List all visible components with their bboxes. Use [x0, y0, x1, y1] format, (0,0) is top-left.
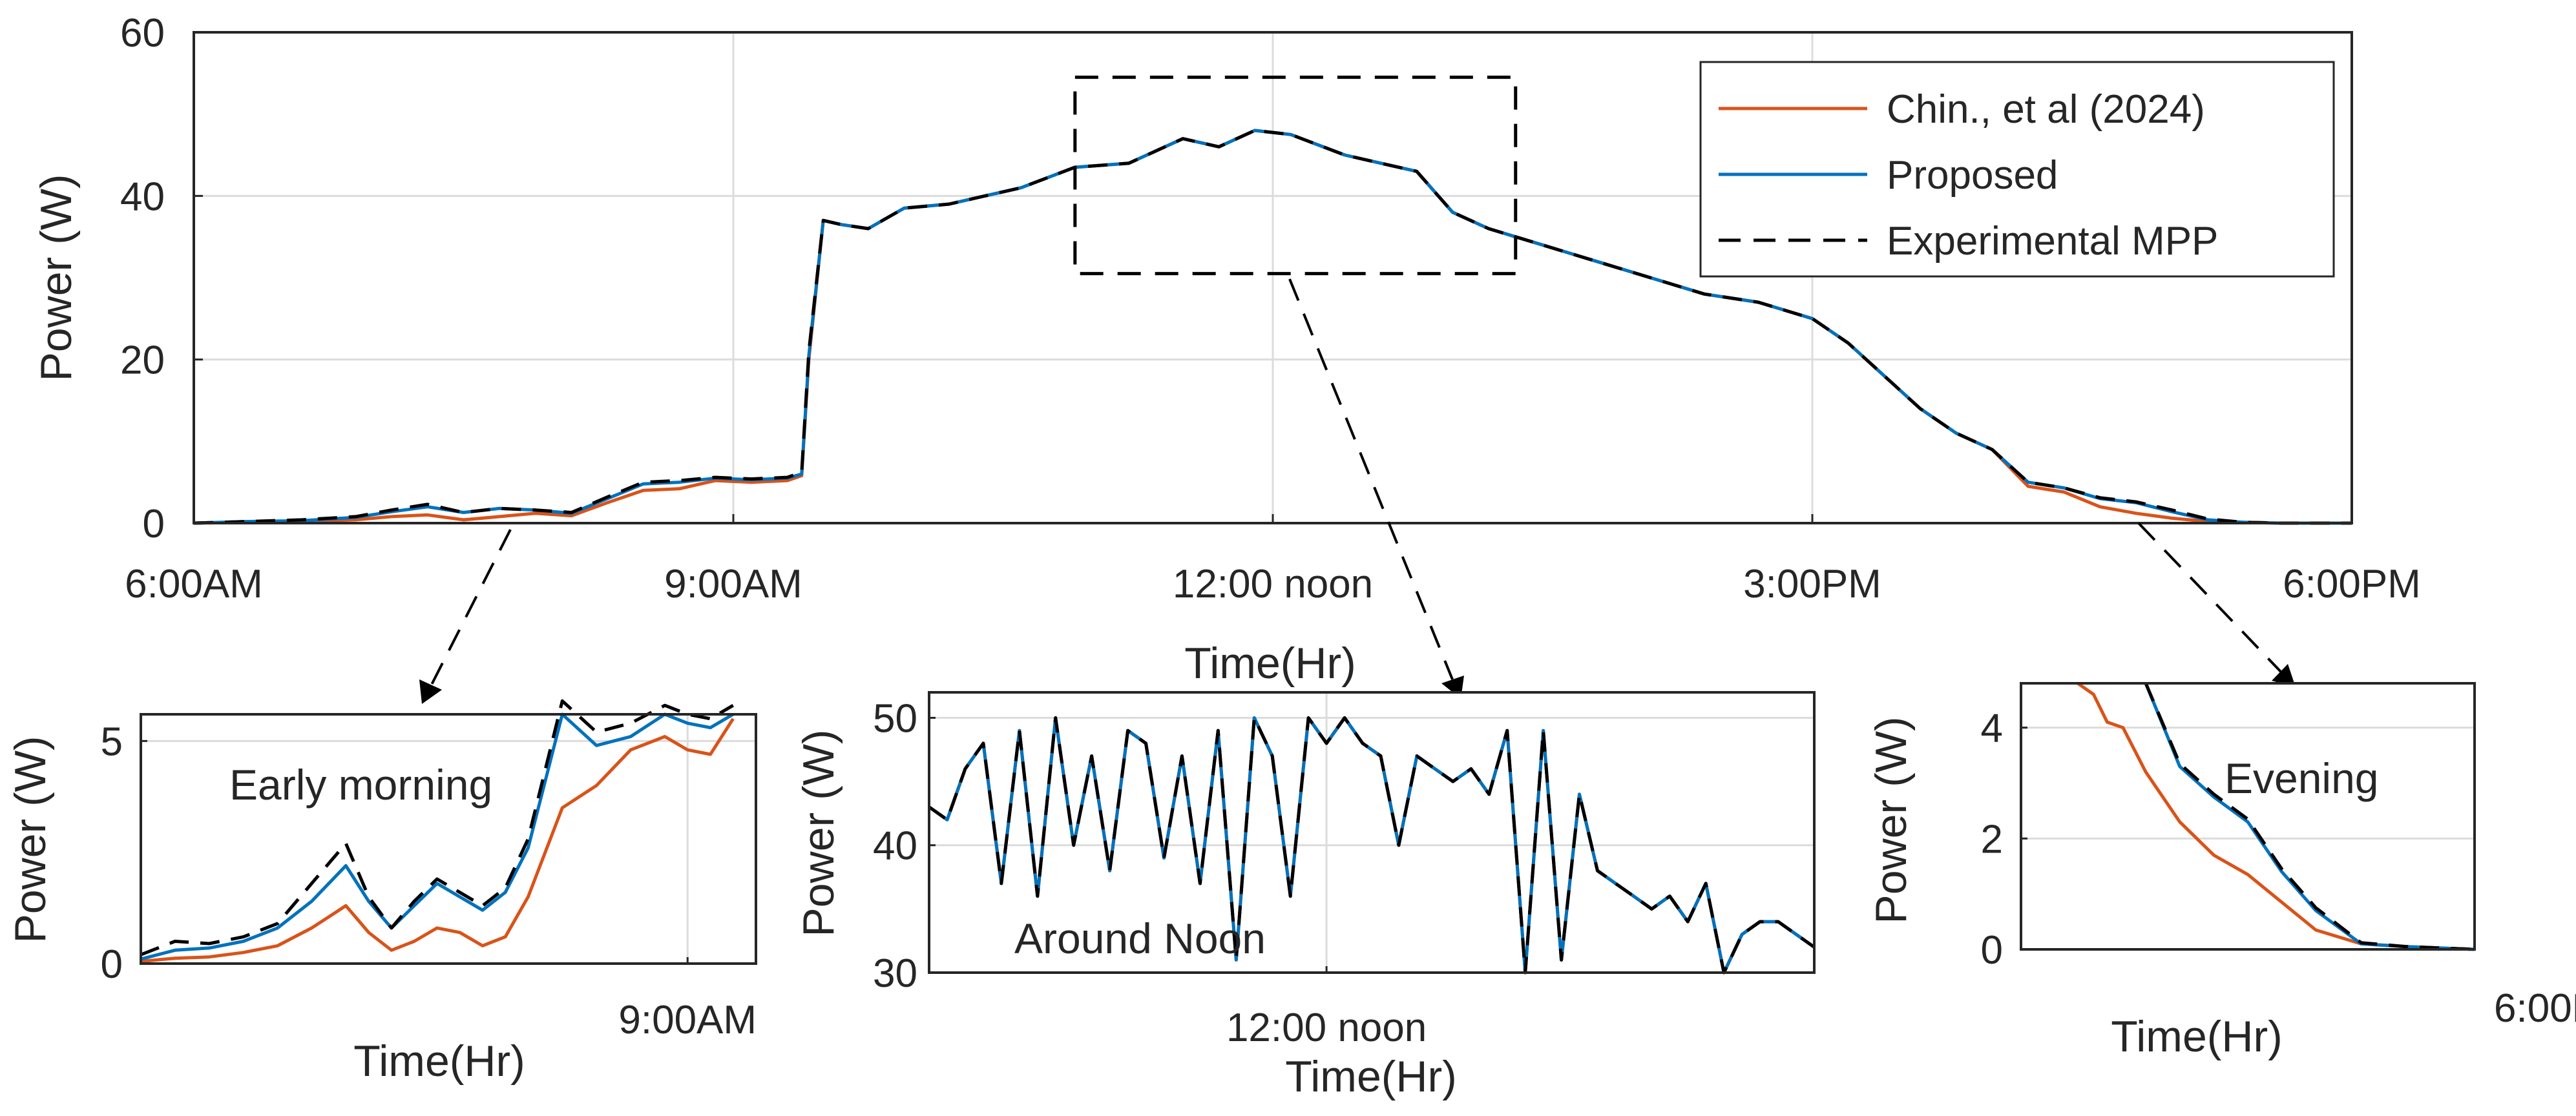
noon-x-axis-label: Time(Hr) — [1285, 1052, 1457, 1101]
p2-y-tick-label-1: 40 — [873, 824, 917, 869]
arrowhead-early-morning — [419, 679, 442, 704]
evening-ticks: 0 2 4 6:00PM — [1981, 707, 2576, 1031]
legend-label-chin: Chin., et al (2024) — [1887, 87, 2205, 132]
evening-plot-frame — [2020, 682, 2476, 951]
early-ticks: 0 5 9:00AM — [101, 719, 757, 1042]
evening-x-axis-label: Time(Hr) — [2111, 1012, 2283, 1061]
evening-annotation: Evening — [2225, 754, 2379, 802]
connector-early-morning — [430, 529, 512, 685]
p3-y-tick-label-2: 4 — [1981, 707, 2003, 751]
main-x-axis-label: Time(Hr) — [1184, 639, 1356, 688]
p2-y-tick-label-0: 30 — [873, 951, 917, 996]
around-noon-panel: 30 40 50 12:00 noon Around Noon Time(Hr) Po… — [794, 691, 1816, 1101]
evening-panel: 0 2 4 6:00PM Evening Time(Hr) Power (W) — [1867, 681, 2576, 1061]
around-noon-annotation: Around Noon — [1014, 914, 1266, 962]
p1-series-proposed — [140, 712, 734, 961]
noon-plot-frame — [928, 691, 1816, 974]
legend: Chin., et al (2024) Proposed Experimenta… — [1699, 61, 2335, 278]
main-x-tick-label-4: 6:00PM — [2283, 562, 2421, 606]
early-plot-background — [141, 714, 756, 964]
early-morning-annotation: Early morning — [229, 761, 492, 809]
p1-y-tick-label-1: 5 — [101, 719, 123, 764]
legend-label-proposed: Proposed — [1887, 153, 2058, 198]
noon-zoom-box — [1073, 76, 1518, 276]
main-y-axis-label: Power (W) — [32, 174, 81, 381]
main-x-tick-label-0: 6:00AM — [125, 562, 263, 606]
main-y-tick-label-0: 0 — [143, 502, 165, 546]
p3-x-tick-label-0: 6:00PM — [2494, 986, 2576, 1031]
main-y-tick-label-3: 60 — [120, 11, 165, 56]
early-x-axis-label: Time(Hr) — [353, 1037, 525, 1086]
connector-around-noon — [1288, 278, 1454, 680]
p1-y-tick-label-0: 0 — [101, 942, 123, 987]
main-series — [193, 129, 2352, 525]
main-y-tick-label-1: 20 — [120, 338, 165, 383]
main-series-experimental-mpp — [193, 129, 2352, 525]
main-y-tick-label-2: 40 — [120, 174, 165, 219]
p3-series-experimental-mpp — [2144, 683, 2475, 951]
p2-series-experimental-mpp — [928, 716, 1816, 975]
main-x-tick-label-1: 9:00AM — [664, 562, 802, 606]
early-y-axis-label: Power (W) — [6, 736, 55, 943]
noon-series — [928, 716, 1816, 975]
connector-evening — [2137, 522, 2282, 673]
main-ticks: 0 20 40 60 6:00AM 9:00AM 12:00 noon 3:00PM 6:00P… — [120, 11, 2421, 606]
p2-y-tick-label-2: 50 — [873, 696, 917, 741]
main-x-tick-label-3: 3:00PM — [1743, 562, 1881, 606]
zoom-connectors — [430, 278, 2282, 685]
p1-x-tick-label-0: 9:00AM — [618, 998, 757, 1042]
early-morning-panel: 0 5 9:00AM Early morning Time(Hr) Power (W… — [6, 699, 757, 1086]
p1-series-chin-et-al-2024 — [140, 718, 735, 964]
noon-ticks: 30 40 50 12:00 noon — [873, 696, 1427, 1050]
evening-plot-background — [2021, 683, 2475, 949]
legend-label-experimental-mpp: Experimental MPP — [1887, 219, 2218, 264]
arrowhead-evening — [2272, 664, 2296, 687]
p2-x-tick-label-0: 12:00 noon — [1226, 1006, 1427, 1050]
main-x-tick-label-2: 12:00 noon — [1173, 562, 1373, 606]
evening-series — [2077, 681, 2475, 951]
p3-y-tick-label-1: 2 — [1981, 817, 2003, 862]
noon-y-axis-label: Power (W) — [794, 729, 843, 936]
evening-y-axis-label: Power (W) — [1867, 716, 1916, 924]
p3-y-tick-label-0: 0 — [1981, 928, 2003, 973]
early-plot-frame — [140, 713, 757, 965]
